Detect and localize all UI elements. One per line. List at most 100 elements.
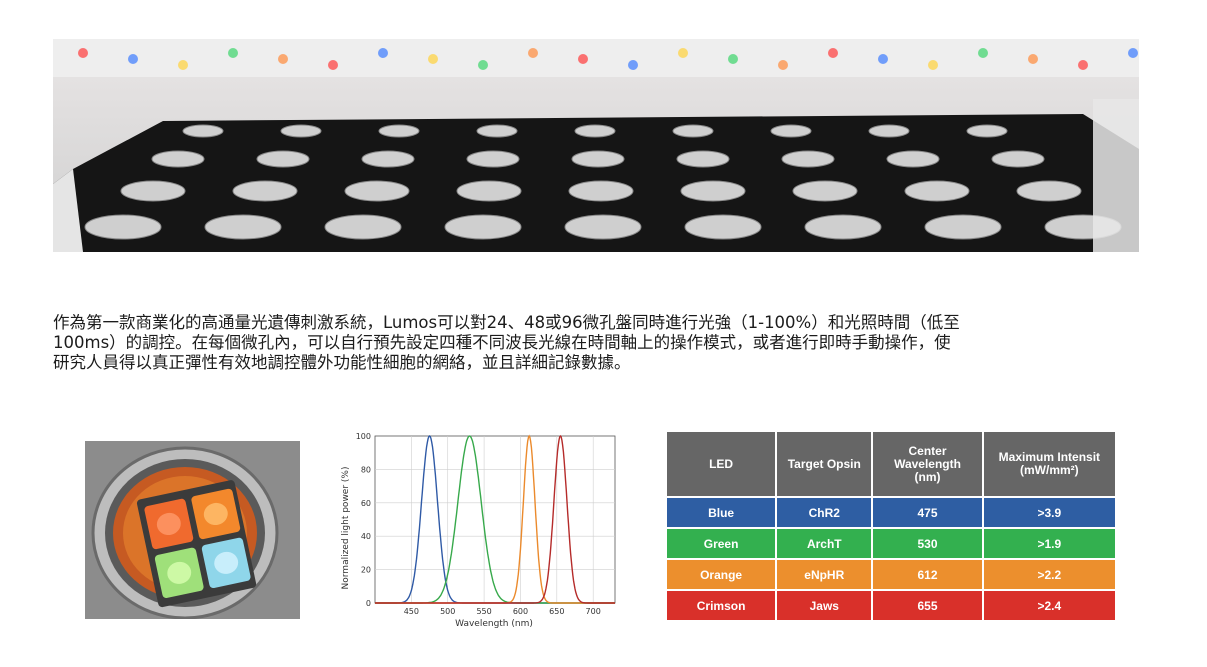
- plate-well: [361, 150, 415, 168]
- header-center-line-3: (nm): [914, 469, 941, 484]
- plate-well: [966, 124, 1008, 138]
- plate-well: [684, 214, 762, 240]
- y-tick-label: 0: [366, 599, 371, 608]
- cell-wavelength: 612: [871, 558, 984, 591]
- plate-well: [571, 150, 625, 168]
- ceiling-led: [1028, 54, 1038, 64]
- y-tick-label: 60: [361, 499, 371, 508]
- y-tick-label: 100: [356, 432, 371, 441]
- ceiling-led: [928, 60, 938, 70]
- x-tick-label: 550: [476, 607, 491, 616]
- cell-intensity: >3.9: [981, 496, 1118, 529]
- table-row: Crimson Jaws 655 >2.4: [664, 589, 1118, 622]
- table-header-row: LED Target Opsin Center Wavelength (nm) …: [664, 430, 1118, 498]
- cell-wavelength: 530: [871, 527, 984, 560]
- plate-well: [280, 124, 322, 138]
- header-target-opsin: Target Opsin: [775, 430, 874, 498]
- plate-well: [1016, 180, 1082, 202]
- cell-intensity: >2.2: [981, 558, 1118, 591]
- ceiling-led: [978, 48, 988, 58]
- description-line-1: 作為第一款商業化的高通量光遺傳刺激系統，Lumos可以對24、48或96微孔盤同…: [53, 313, 960, 332]
- led-spec-table: LED Target Opsin Center Wavelength (nm) …: [664, 430, 1118, 622]
- plate-well: [991, 150, 1045, 168]
- hero-photo-led-plate: [53, 39, 1139, 252]
- header-max-intensity: Maximum Intensit (mW/mm²): [981, 430, 1118, 498]
- x-tick-label: 600: [513, 607, 528, 616]
- ceiling-led: [478, 60, 488, 70]
- plate-well: [904, 180, 970, 202]
- ceiling-led: [578, 54, 588, 64]
- plate-well: [256, 150, 310, 168]
- cell-opsin: ChR2: [775, 496, 874, 529]
- description-line-2: 100ms）的調控。在每個微孔內，可以自行預先設定四種不同波長光線在時間軸上的操…: [53, 333, 951, 352]
- plate-well: [672, 124, 714, 138]
- y-tick-label: 20: [361, 566, 371, 575]
- plate-well: [182, 124, 224, 138]
- led-well-device-photo: [85, 441, 300, 619]
- header-led: LED: [664, 430, 778, 498]
- ceiling-led: [178, 60, 188, 70]
- plate-well: [84, 214, 162, 240]
- table-row: Green ArchT 530 >1.9: [664, 527, 1118, 560]
- ceiling-led: [278, 54, 288, 64]
- cell-wavelength: 475: [871, 496, 984, 529]
- x-tick-label: 700: [586, 607, 601, 616]
- x-axis-label: Wavelength (nm): [455, 619, 533, 629]
- header-center-line-2: Wavelength: [894, 456, 961, 471]
- cell-intensity: >1.9: [981, 527, 1118, 560]
- header-center-wavelength: Center Wavelength (nm): [871, 430, 984, 498]
- y-tick-label: 80: [361, 465, 371, 474]
- plate-well: [868, 124, 910, 138]
- plate-well: [120, 180, 186, 202]
- ceiling-led: [378, 48, 388, 58]
- cell-led: Green: [664, 527, 778, 560]
- plate-well: [466, 150, 520, 168]
- ceiling-led: [628, 60, 638, 70]
- cell-wavelength: 655: [871, 589, 984, 622]
- plate-well: [564, 214, 642, 240]
- ceiling-led: [78, 48, 88, 58]
- plate-well: [781, 150, 835, 168]
- plate-well: [456, 180, 522, 202]
- description-paragraph: 作為第一款商業化的高通量光遺傳刺激系統，Lumos可以對24、48或96微孔盤同…: [53, 313, 1153, 373]
- plate-well: [568, 180, 634, 202]
- header-max-line-1: Maximum Intensit: [998, 450, 1101, 464]
- description-line-3: 研究人員得以真正彈性有效地調控體外功能性細胞的網絡，並且詳細記錄數據。: [53, 353, 631, 372]
- ceiling-led: [528, 48, 538, 58]
- y-tick-label: 40: [361, 532, 371, 541]
- spectrum-chart-svg: 0 20 40 60 80 100 450 500 550 600 650 700 Wavelengt…: [341, 432, 616, 629]
- plate-well: [804, 214, 882, 240]
- cell-led: Blue: [664, 496, 778, 529]
- cell-led: Orange: [664, 558, 778, 591]
- plate-well: [924, 214, 1002, 240]
- plate-well: [324, 214, 402, 240]
- plate-well: [476, 124, 518, 138]
- series-line-655: [375, 434, 615, 604]
- ceiling-led: [878, 54, 888, 64]
- cell-opsin: Jaws: [775, 589, 874, 622]
- ceiling-led: [428, 54, 438, 64]
- ceiling-led: [128, 54, 138, 64]
- y-axis-label: Normalized light power (%): [341, 467, 351, 590]
- cell-led: Crimson: [664, 589, 778, 622]
- plate-well: [232, 180, 298, 202]
- header-max-line-2: (mW/mm²): [1020, 463, 1079, 477]
- ceiling-led: [828, 48, 838, 58]
- plate-well: [444, 214, 522, 240]
- ceiling-led: [328, 60, 338, 70]
- plate-well: [770, 124, 812, 138]
- x-tick-label: 650: [549, 607, 564, 616]
- ceiling-led: [1128, 48, 1138, 58]
- ceiling-led: [1078, 60, 1088, 70]
- plate-well: [344, 180, 410, 202]
- plate-well: [680, 180, 746, 202]
- cell-intensity: >2.4: [981, 589, 1118, 622]
- led-plate-illustration: [53, 39, 1139, 252]
- ceiling-led: [778, 60, 788, 70]
- led-well-illustration: [85, 441, 300, 619]
- plate-well: [204, 214, 282, 240]
- table-row: Blue ChR2 475 >3.9: [664, 496, 1118, 529]
- plot-frame: [374, 435, 616, 604]
- plate-well: [792, 180, 858, 202]
- ceiling-led: [728, 54, 738, 64]
